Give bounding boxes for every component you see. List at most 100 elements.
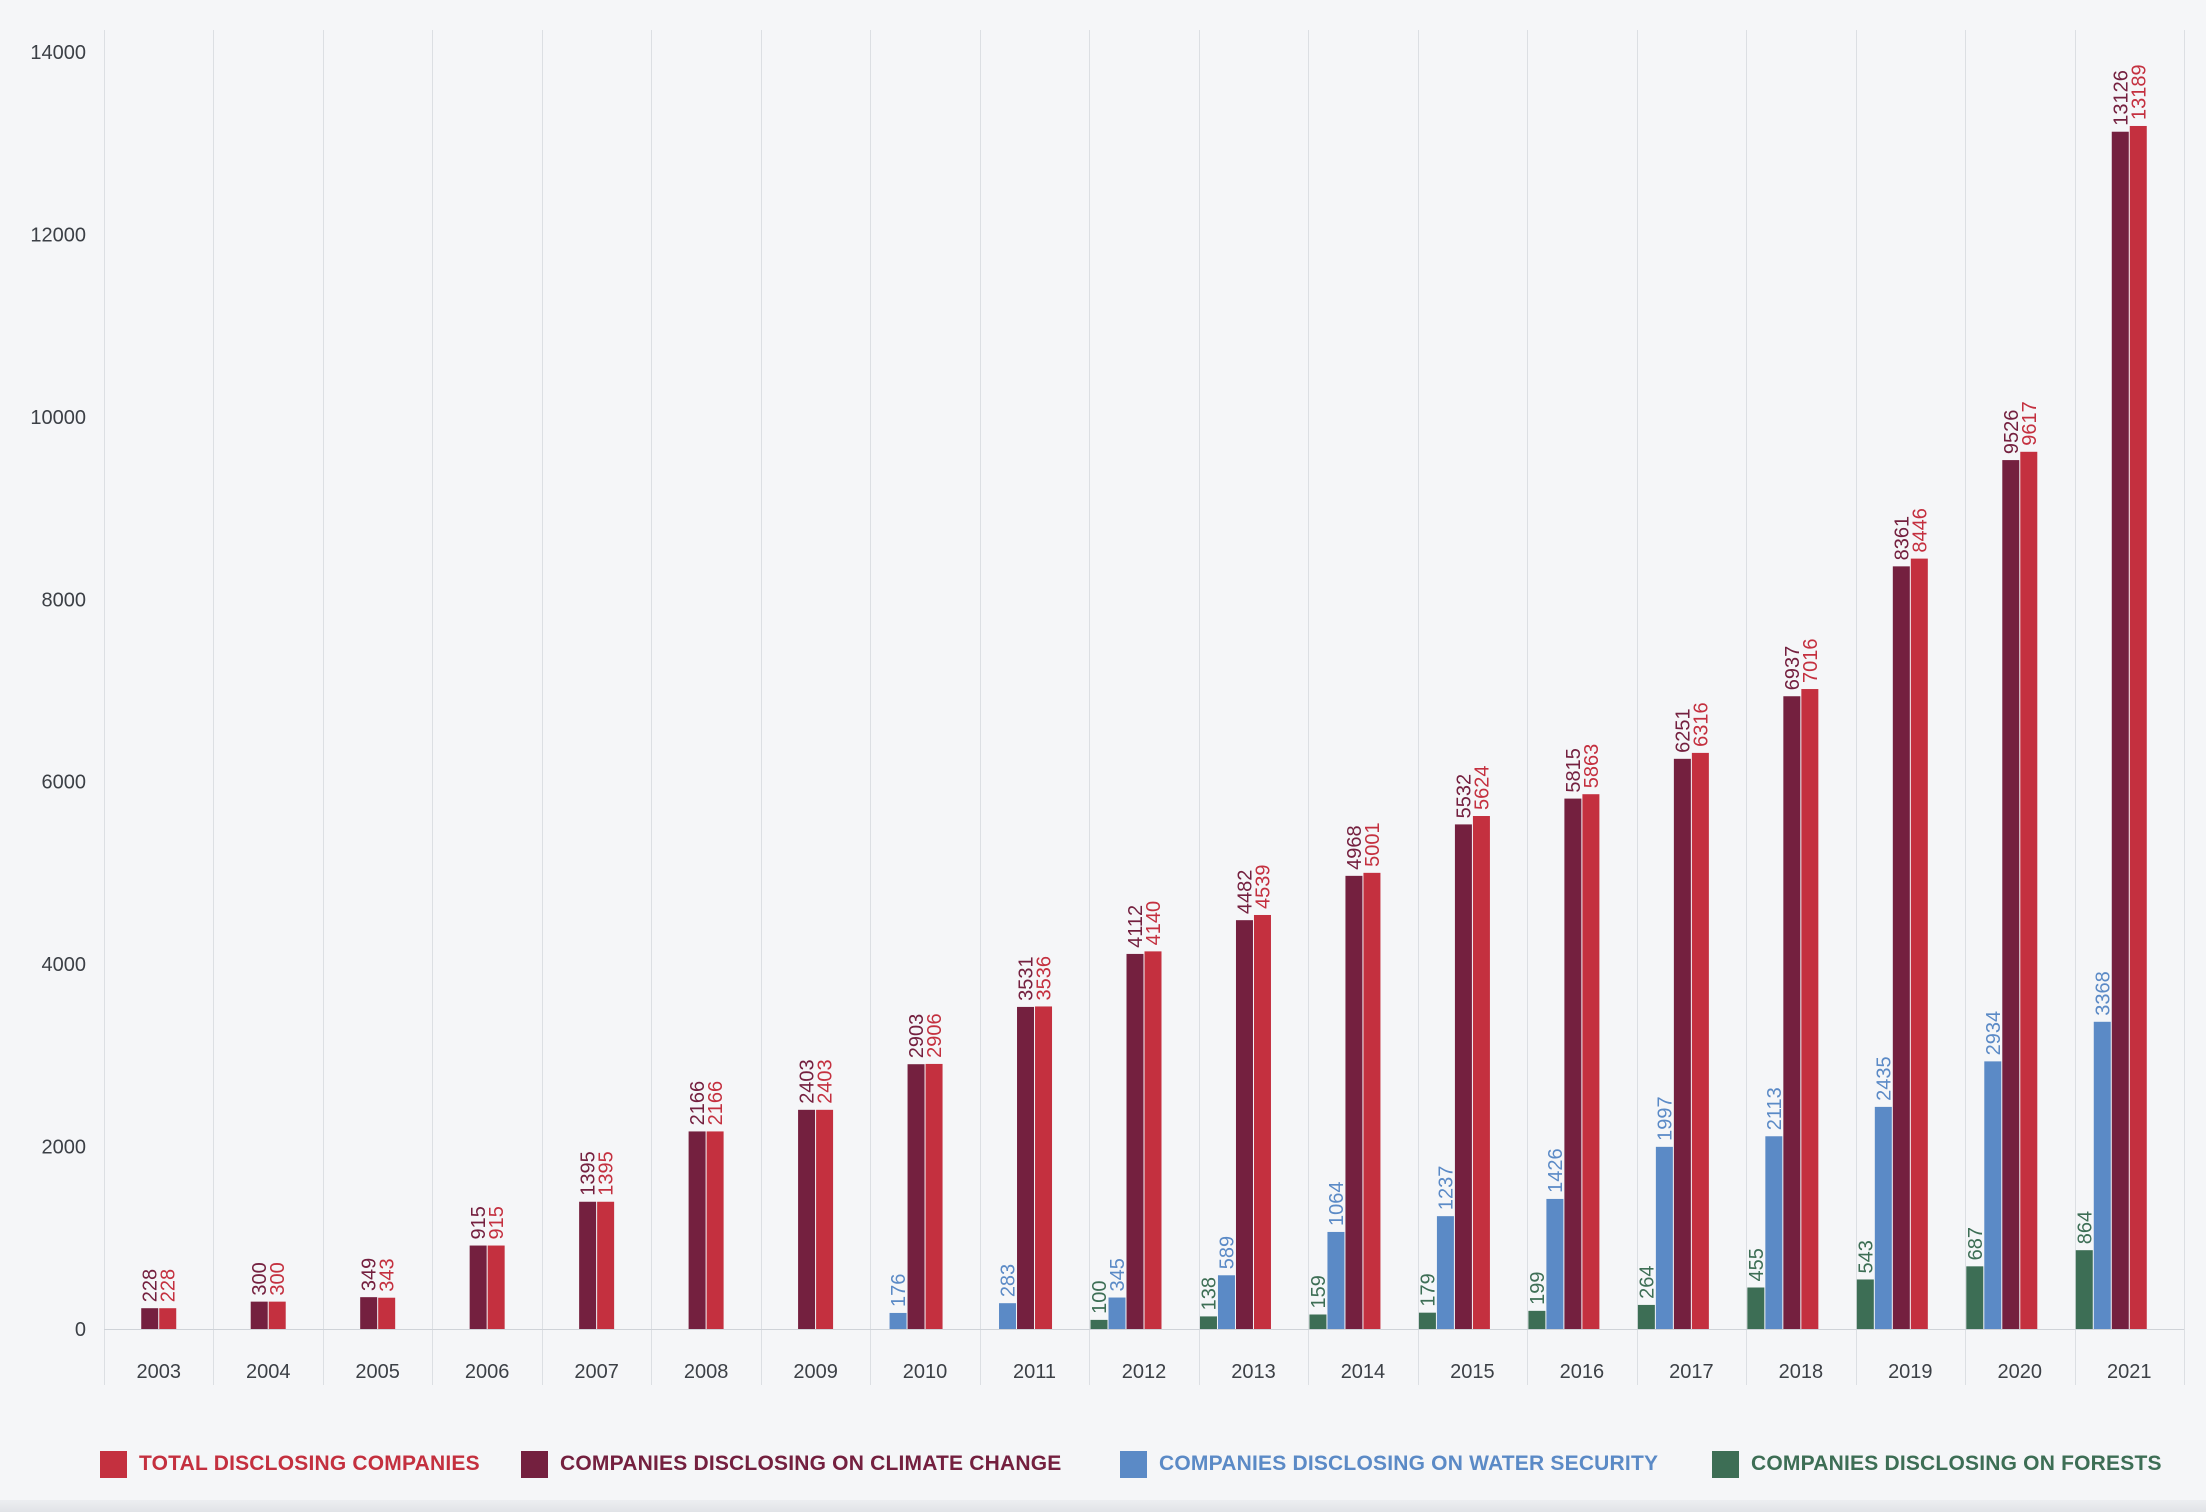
data-label: 8361: [1891, 516, 1913, 561]
bar[interactable]: [1655, 1146, 1673, 1329]
data-label: 8446: [1909, 508, 1931, 553]
data-label: 1426: [1545, 1148, 1567, 1193]
x-tick-label: 2020: [1998, 1361, 2043, 1383]
bar[interactable]: [1691, 752, 1709, 1329]
bar[interactable]: [816, 1109, 834, 1329]
bar[interactable]: [1966, 1266, 1984, 1329]
legend-item-climate-change[interactable]: COMPANIES DISCLOSING ON CLIMATE CHANGE: [521, 1444, 1062, 1484]
bar[interactable]: [889, 1312, 907, 1329]
bar[interactable]: [1035, 1006, 1053, 1329]
data-label: 9617: [2019, 401, 2041, 446]
bar[interactable]: [907, 1064, 925, 1329]
bar[interactable]: [1327, 1231, 1345, 1329]
y-tick-label: 6000: [42, 772, 87, 794]
data-label: 2906: [924, 1013, 946, 1058]
bar[interactable]: [1910, 558, 1928, 1329]
data-label: 2435: [1873, 1056, 1895, 1101]
data-label: 3531: [1016, 956, 1038, 1001]
y-tick-label: 8000: [42, 589, 87, 611]
bar[interactable]: [1783, 696, 1801, 1329]
bar[interactable]: [1454, 824, 1472, 1329]
data-label: 345: [1107, 1258, 1129, 1291]
bar[interactable]: [1874, 1106, 1892, 1329]
legend-swatch-total: [100, 1450, 127, 1478]
bar[interactable]: [1090, 1319, 1108, 1329]
legend: TOTAL DISCLOSING COMPANIES COMPANIES DIS…: [0, 1444, 2206, 1484]
bar[interactable]: [1017, 1006, 1035, 1329]
y-tick-label: 10000: [30, 407, 86, 429]
bar[interactable]: [1564, 798, 1582, 1329]
bar[interactable]: [1856, 1279, 1874, 1329]
bar[interactable]: [1309, 1314, 1327, 1329]
bar[interactable]: [2075, 1250, 2093, 1329]
data-label: 4482: [1234, 870, 1256, 915]
legend-label-water-security: COMPANIES DISCLOSING ON WATER SECURITY: [1159, 1452, 1659, 1475]
legend-swatch-water-security: [1120, 1450, 1147, 1478]
bar[interactable]: [2093, 1021, 2111, 1329]
bar[interactable]: [1418, 1312, 1436, 1329]
bar[interactable]: [1528, 1310, 1546, 1329]
data-label: 13189: [2128, 64, 2150, 120]
bar[interactable]: [1253, 914, 1271, 1329]
legend-item-water-security[interactable]: COMPANIES DISCLOSING ON WATER SECURITY: [1120, 1444, 1658, 1484]
bar[interactable]: [925, 1063, 943, 1329]
bar[interactable]: [2002, 460, 2020, 1329]
bar[interactable]: [999, 1303, 1017, 1329]
data-label: 343: [377, 1258, 399, 1291]
bar[interactable]: [688, 1131, 706, 1329]
bar[interactable]: [487, 1245, 505, 1329]
data-label: 864: [2074, 1211, 2096, 1244]
bar[interactable]: [1108, 1297, 1126, 1329]
data-label: 228: [158, 1269, 180, 1302]
legend-item-total[interactable]: TOTAL DISCLOSING COMPANIES: [100, 1444, 480, 1484]
bar[interactable]: [1126, 953, 1144, 1329]
bar[interactable]: [706, 1131, 724, 1329]
data-label: 5001: [1362, 822, 1384, 867]
data-label: 2166: [705, 1081, 727, 1126]
bar[interactable]: [1892, 566, 1910, 1329]
bar[interactable]: [1747, 1287, 1765, 1329]
bar[interactable]: [1673, 758, 1691, 1329]
bar[interactable]: [2129, 125, 2147, 1330]
data-label: 2113: [1764, 1087, 1786, 1130]
bar[interactable]: [1472, 816, 1490, 1329]
bar[interactable]: [2111, 131, 2129, 1329]
data-label: 5624: [1471, 766, 1493, 811]
x-tick-label: 2003: [136, 1361, 181, 1383]
y-tick-label: 2000: [42, 1137, 87, 1159]
bar[interactable]: [1984, 1061, 2002, 1329]
legend-item-forests[interactable]: COMPANIES DISCLOSING ON FORESTS: [1712, 1444, 2162, 1484]
bar[interactable]: [1235, 920, 1253, 1329]
bar[interactable]: [798, 1109, 816, 1329]
bar[interactable]: [579, 1201, 597, 1329]
data-label: 6316: [1690, 702, 1712, 747]
bar[interactable]: [1765, 1136, 1783, 1329]
data-label: 13126: [2110, 70, 2132, 126]
bar[interactable]: [1363, 872, 1381, 1329]
bar[interactable]: [1637, 1304, 1655, 1329]
bar[interactable]: [1217, 1275, 1235, 1329]
bar[interactable]: [1546, 1198, 1564, 1329]
data-label: 4140: [1143, 901, 1165, 946]
bar[interactable]: [268, 1301, 286, 1329]
bar[interactable]: [1199, 1316, 1217, 1329]
bar[interactable]: [141, 1308, 159, 1329]
bars: [141, 125, 2147, 1330]
bar[interactable]: [1801, 689, 1819, 1329]
bar[interactable]: [378, 1297, 396, 1329]
bar[interactable]: [1582, 794, 1600, 1329]
x-tick-label: 2019: [1888, 1361, 1933, 1383]
bar[interactable]: [597, 1201, 615, 1329]
bar[interactable]: [360, 1297, 378, 1329]
bottom-strip: [0, 1500, 2206, 1512]
bar[interactable]: [250, 1301, 268, 1329]
bar[interactable]: [1436, 1216, 1454, 1329]
bar[interactable]: [2020, 451, 2038, 1329]
bar[interactable]: [1144, 951, 1162, 1329]
y-tick-label: 0: [75, 1319, 86, 1341]
bar[interactable]: [1345, 875, 1363, 1329]
bar[interactable]: [469, 1245, 487, 1329]
data-label: 5532: [1453, 774, 1475, 819]
bar[interactable]: [159, 1308, 177, 1329]
